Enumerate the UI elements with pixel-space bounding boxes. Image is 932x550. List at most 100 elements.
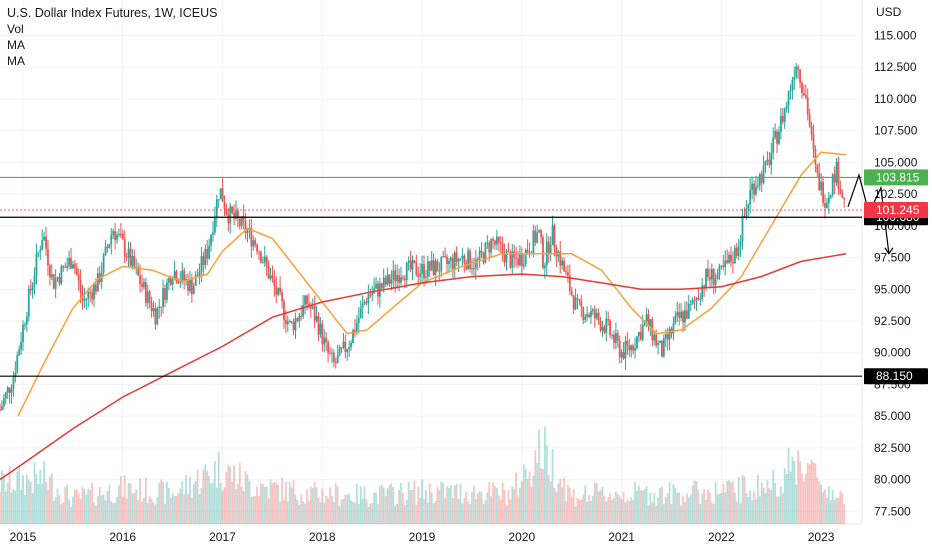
candle-body (463, 255, 466, 264)
volume-bar (517, 496, 519, 524)
candle-body (8, 387, 11, 393)
volume-bar (542, 469, 544, 524)
currency-label[interactable]: USD (876, 5, 902, 19)
candle-body (73, 264, 76, 268)
volume-bar (639, 490, 642, 524)
volume-bar (133, 492, 136, 524)
candle-body (89, 291, 92, 293)
volume-bar (317, 497, 320, 524)
volume-bar (509, 499, 512, 524)
candle-body (482, 252, 485, 263)
candle-body (350, 343, 353, 347)
candle-body (816, 164, 819, 173)
candle-body (60, 266, 63, 284)
volume-bar (129, 483, 132, 524)
volume-bar (432, 503, 435, 524)
last-price-tag-label: 101.245 (876, 203, 920, 217)
volume-bar (507, 489, 510, 524)
candle-body (455, 252, 458, 262)
volume-bar (739, 503, 742, 524)
volume-bar (586, 501, 588, 524)
volume-bar (43, 461, 46, 524)
volume-bar (843, 503, 846, 524)
volume-bar (396, 504, 399, 524)
candle-body (764, 160, 767, 166)
volume-bar (576, 497, 579, 524)
candle-body (547, 241, 550, 254)
candle-body (565, 271, 567, 273)
volume-bar (123, 475, 126, 524)
volume-bar (219, 482, 222, 524)
candle-body (672, 323, 675, 334)
candle-body (806, 97, 809, 115)
candle-body (584, 316, 587, 320)
volume-bar (818, 481, 821, 524)
candle-body (83, 299, 86, 301)
candle-body (503, 252, 506, 263)
candle-body (144, 281, 147, 303)
ma-legend-short[interactable]: MA (7, 38, 25, 52)
volume-bar (469, 503, 471, 524)
candle-body (438, 271, 441, 273)
candle-body (229, 206, 232, 224)
ma-legend-long[interactable]: MA (7, 54, 25, 68)
volume-bar (726, 480, 729, 524)
candle-body (52, 274, 55, 289)
volume-bar (225, 471, 228, 524)
time-axis[interactable]: 2015 2016 2017 2018 2019 2020 2021 2022 2023 (10, 0, 835, 544)
volume-bar (661, 486, 663, 524)
volume-bar (96, 496, 99, 524)
volume-bar (714, 481, 717, 524)
candle-body (309, 306, 312, 309)
candle-body (20, 342, 23, 350)
volume-bar (766, 480, 769, 524)
volume-bar (258, 496, 260, 524)
volume-bar (398, 489, 400, 524)
volume-bar (478, 491, 481, 524)
volume-bar (426, 502, 429, 524)
volume-bar (488, 482, 491, 524)
candle-body (496, 236, 498, 245)
volume-bar (563, 477, 565, 524)
volume-bar (22, 475, 24, 524)
volume-bar (826, 497, 828, 524)
candle-body (363, 302, 366, 304)
y-tick-label: 115.000 (874, 29, 917, 43)
volume-bar (607, 497, 610, 524)
candle-body (190, 278, 193, 295)
candle-body (417, 275, 420, 277)
candle-body (580, 300, 583, 308)
candle-body (304, 295, 306, 305)
volume-bar (20, 490, 23, 524)
candle-body (624, 340, 627, 359)
candle-body (797, 66, 800, 70)
candle-body (471, 268, 473, 270)
candle-body (198, 271, 201, 276)
candle-body (739, 241, 742, 247)
candle-body (747, 204, 750, 209)
volume-bar (354, 502, 356, 524)
volume-bar (319, 502, 322, 524)
candle-body (787, 91, 790, 106)
candle-body (641, 325, 644, 340)
volume-bar (150, 498, 153, 524)
volume-bar (801, 473, 803, 524)
volume-bar (486, 492, 489, 524)
candle-body (597, 312, 600, 321)
volume-bar (25, 474, 28, 524)
volume-bar (279, 501, 282, 524)
candle-body (102, 254, 105, 273)
candle-body (141, 284, 143, 287)
volume-bar (169, 497, 172, 524)
candle-body (386, 274, 389, 285)
symbol-title[interactable]: U.S. Dollar Index Futures, 1W, ICEUS (7, 6, 218, 20)
volume-legend[interactable]: Vol (7, 22, 24, 36)
volume-bar (657, 497, 659, 524)
candle-body (315, 316, 318, 321)
volume-bar (275, 482, 278, 524)
candle-body (778, 131, 780, 144)
candle-body (93, 284, 95, 300)
price-axis[interactable]: 115.000 112.500 110.000 107.500 105.000 102.5… (0, 29, 918, 519)
candle-body (179, 280, 182, 283)
